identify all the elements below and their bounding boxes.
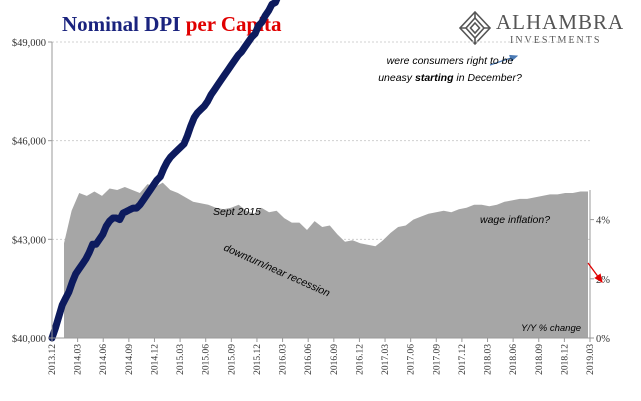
yoy-area bbox=[64, 182, 588, 338]
x-tick-label: 2017.06 bbox=[407, 344, 417, 375]
x-tick-label: 2017.12 bbox=[458, 344, 468, 375]
question-arrow bbox=[489, 54, 519, 66]
x-tick-label: 2016.09 bbox=[330, 344, 340, 375]
x-tick-label: 2014.09 bbox=[125, 344, 135, 375]
x-tick-label: 2015.12 bbox=[253, 344, 263, 375]
logo-name: ALHAMBRA bbox=[496, 10, 625, 34]
annotation-question: were consumers right to be uneasy starti… bbox=[374, 53, 526, 87]
x-tick-label: 2018.09 bbox=[535, 344, 545, 375]
right-tick-label: 4% bbox=[596, 216, 610, 227]
annotation-yoy: Y/Y % change bbox=[521, 323, 581, 334]
annotation-wage: wage inflation? bbox=[480, 214, 550, 226]
x-tick-label: 2016.06 bbox=[304, 344, 314, 375]
left-tick-label: $46,000 bbox=[12, 137, 46, 148]
x-tick-label: 2015.09 bbox=[227, 344, 237, 375]
title-part-1: Nominal DPI bbox=[62, 12, 186, 36]
wage-arrow bbox=[587, 262, 603, 284]
x-tick-label: 2015.03 bbox=[176, 344, 186, 375]
x-tick-label: 2018.03 bbox=[484, 344, 494, 375]
left-tick-label: $43,000 bbox=[12, 235, 46, 246]
x-tick-label: 2013.12 bbox=[48, 344, 58, 375]
right-tick-label: 2% bbox=[596, 275, 610, 286]
x-tick-label: 2019.03 bbox=[586, 344, 596, 375]
logo-subtitle: INVESTMENTS bbox=[510, 35, 602, 46]
x-tick-label: 2015.06 bbox=[202, 344, 212, 375]
x-tick-label: 2016.12 bbox=[355, 344, 365, 375]
x-tick-label: 2014.06 bbox=[99, 344, 109, 375]
question-text: were consumers right to be uneasy starti… bbox=[378, 55, 522, 84]
left-tick-label: $49,000 bbox=[12, 38, 46, 49]
question-bold-word: starting bbox=[414, 72, 454, 84]
right-tick-label: 0% bbox=[596, 334, 610, 345]
diamond-logo-icon bbox=[458, 10, 492, 46]
x-tick-label: 2017.09 bbox=[432, 344, 442, 375]
x-tick-label: 2018.12 bbox=[560, 344, 570, 375]
x-tick-label: 2018.06 bbox=[509, 344, 519, 375]
alhambra-logo: ALHAMBRA INVESTMENTS bbox=[458, 10, 628, 50]
dpi-line bbox=[48, 0, 281, 342]
x-tick-label: 2017.03 bbox=[381, 344, 391, 375]
x-tick-label: 2014.12 bbox=[150, 344, 160, 375]
x-tick-label: 2014.03 bbox=[74, 344, 84, 375]
left-tick-label: $40,000 bbox=[12, 334, 46, 345]
x-tick-label: 2016.03 bbox=[279, 344, 289, 375]
annotation-sept2015: Sept 2015 bbox=[213, 206, 261, 218]
